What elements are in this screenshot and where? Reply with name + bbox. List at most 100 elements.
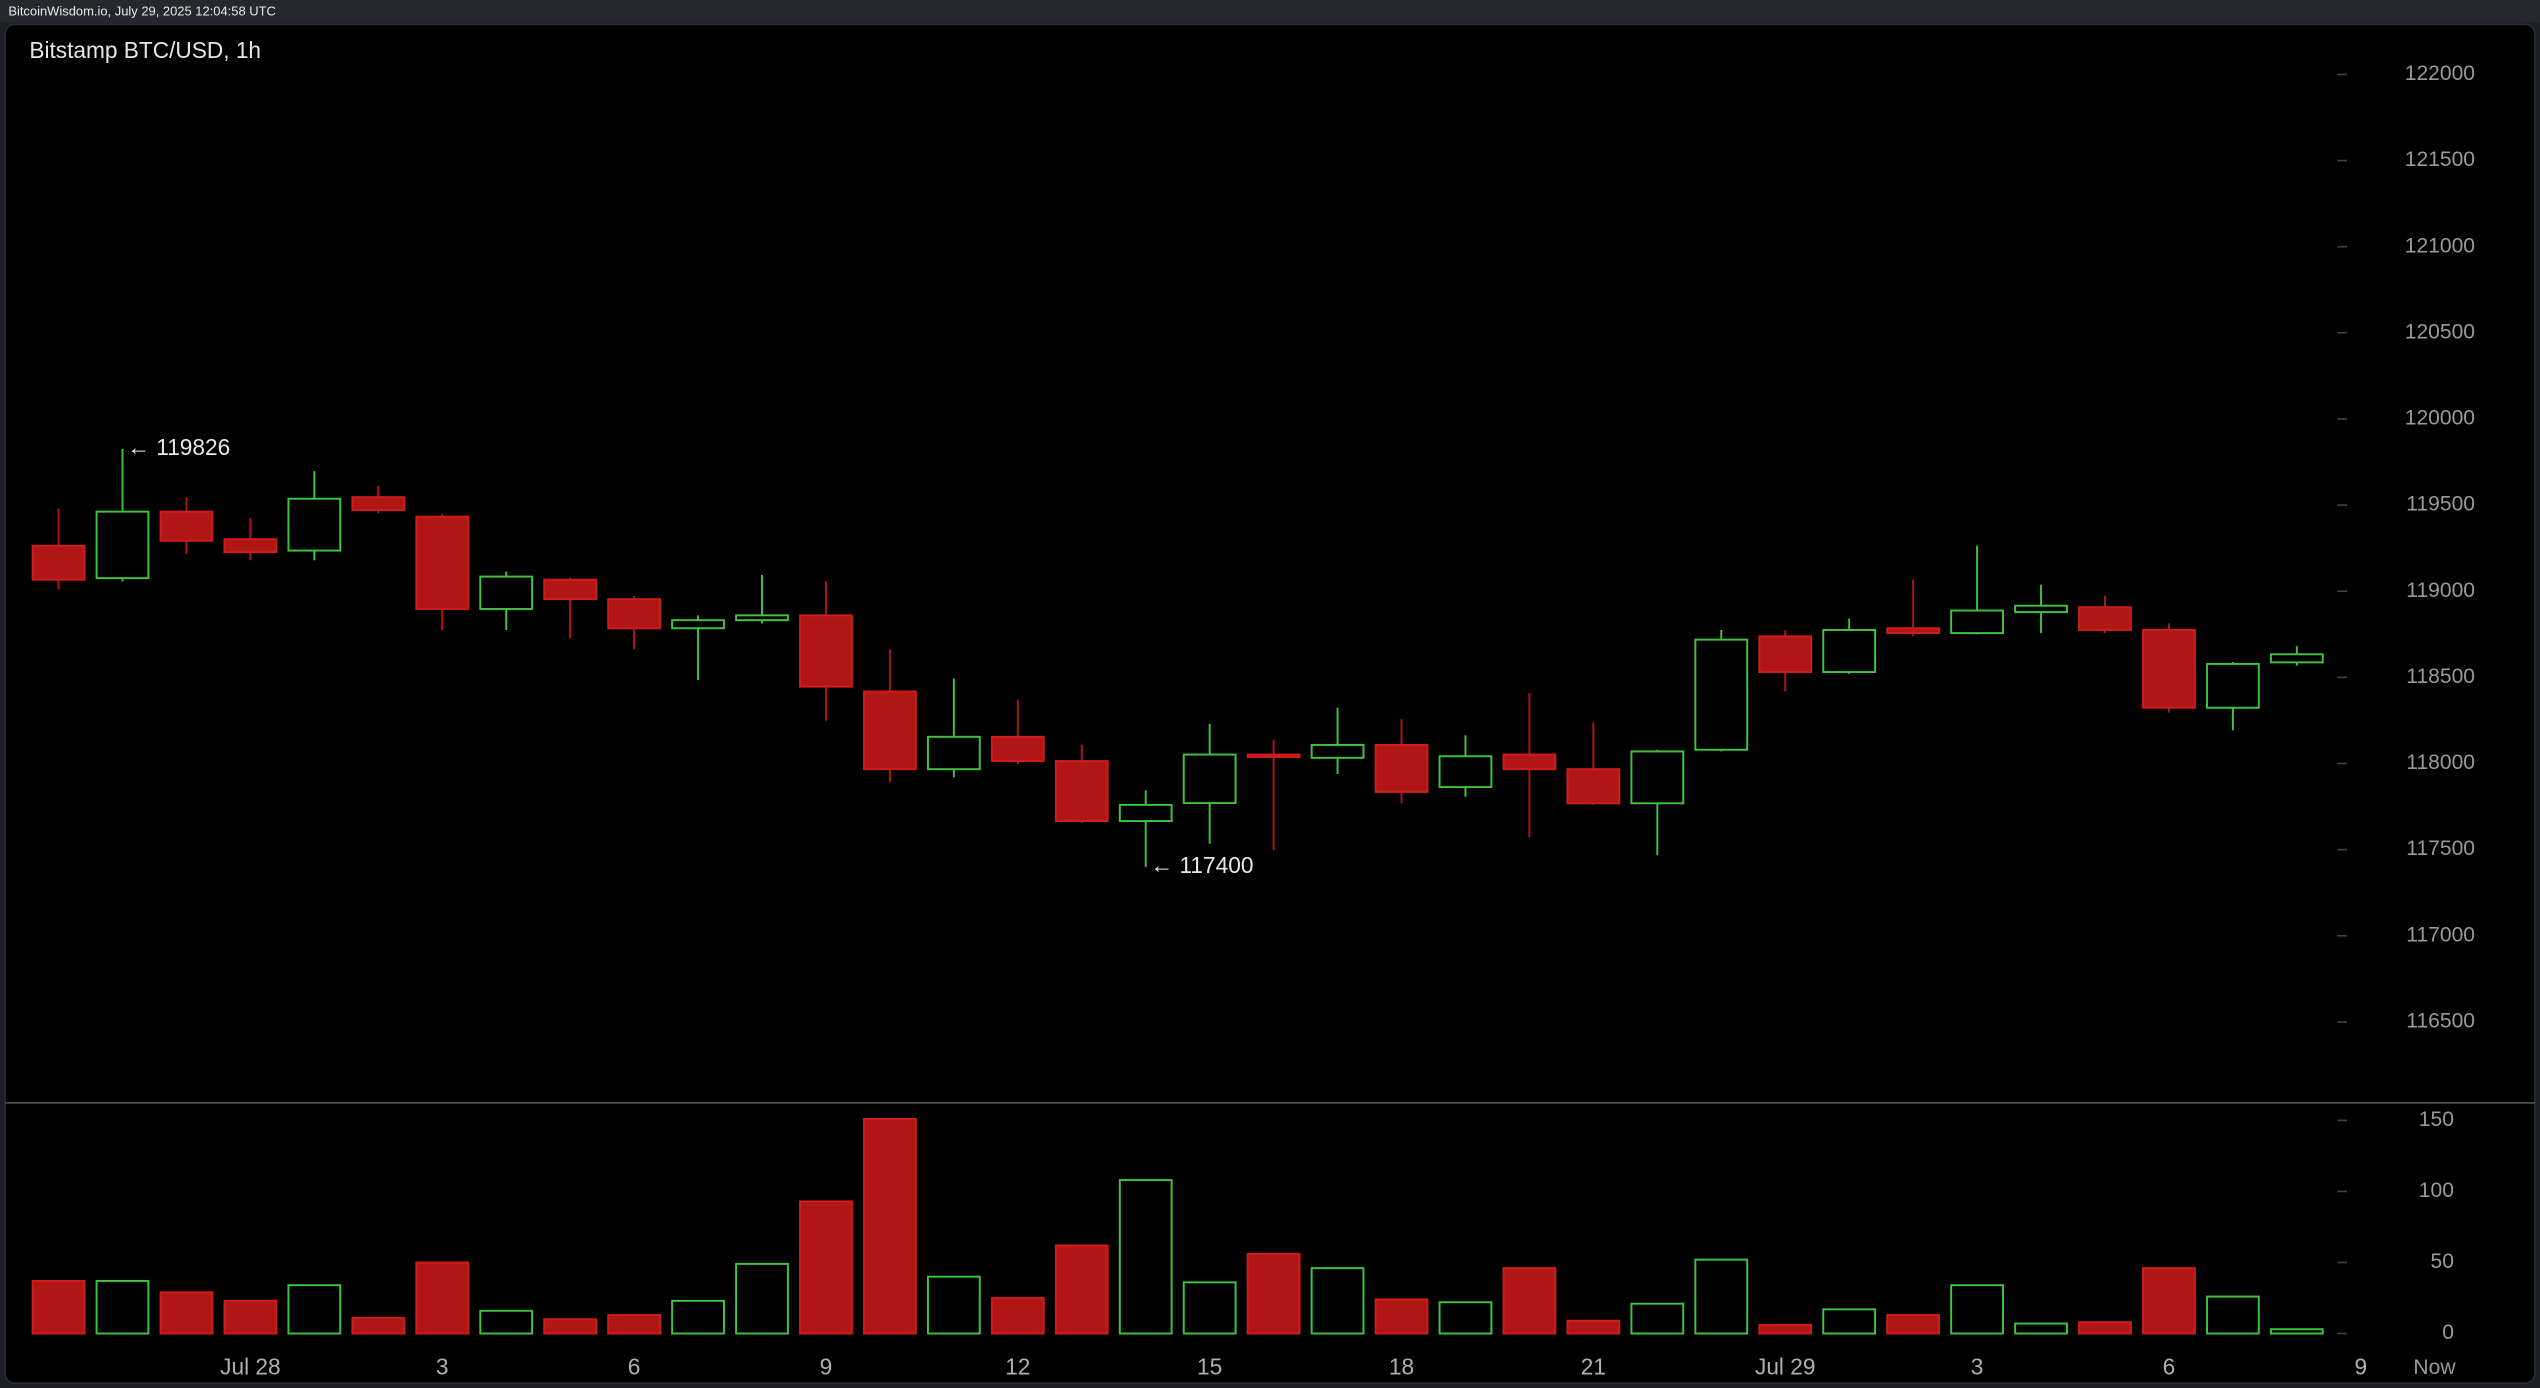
candle-body	[990, 735, 1045, 763]
volume-bar	[31, 1279, 86, 1335]
y-tick-label: 118000	[2406, 751, 2475, 774]
candle-body	[799, 614, 853, 688]
volume-bar	[1438, 1301, 1493, 1335]
candle-body	[543, 578, 598, 601]
y-tick-label: 120500	[2405, 320, 2475, 343]
volume-bar	[1246, 1252, 1301, 1335]
volume-bar	[543, 1318, 598, 1335]
volume-bar	[1630, 1302, 1685, 1335]
top-bar	[0, 0, 2540, 23]
y-tick-label: 119000	[2406, 579, 2475, 602]
candle-body	[223, 538, 278, 554]
y-tick-label: 117000	[2406, 923, 2475, 946]
annotation-low: ← 117400	[1151, 852, 1254, 878]
x-tick-label: 9	[820, 1354, 833, 1380]
candle-body	[607, 598, 661, 630]
annotation-high: ← 119826	[127, 434, 230, 460]
candle-body	[1630, 750, 1685, 805]
y-tick-label: 118500	[2406, 665, 2475, 688]
candle-body	[1566, 768, 1621, 805]
volume-bar	[95, 1279, 150, 1335]
candle-body	[2206, 662, 2260, 709]
candle-body	[351, 496, 406, 512]
volume-bar	[1374, 1298, 1429, 1335]
x-tick-label: 9	[2354, 1354, 2367, 1380]
x-tick-label: Jul 28	[220, 1354, 280, 1380]
candle-body	[1502, 753, 1557, 771]
volume-bar	[1886, 1314, 1941, 1335]
candle-body	[1374, 743, 1429, 793]
volume-bar	[1054, 1244, 1109, 1335]
volume-bar	[223, 1299, 278, 1335]
header: BitcoinWisdom.io, July 29, 2025 12:04:58…	[8, 4, 276, 19]
volume-y-tick-label: 0	[2442, 1321, 2454, 1344]
y-tick-label: 121000	[2405, 234, 2475, 257]
volume-bar	[159, 1291, 214, 1335]
candle-body	[1054, 760, 1109, 823]
volume-bar	[1502, 1267, 1557, 1335]
volume-bar	[2142, 1267, 2196, 1335]
volume-bar	[863, 1118, 917, 1335]
candle-body	[287, 497, 342, 552]
candle-body	[31, 544, 86, 581]
candle-body	[1758, 635, 1813, 674]
candle-body	[415, 515, 470, 610]
volume-bar	[1118, 1179, 1173, 1335]
volume-bar	[287, 1284, 342, 1335]
x-tick-label: 18	[1389, 1354, 1414, 1380]
volume-bar	[799, 1200, 853, 1335]
volume-bar	[990, 1297, 1045, 1335]
candle-body	[95, 510, 150, 580]
volume-bar	[926, 1275, 981, 1335]
candle-body	[2142, 629, 2196, 709]
candle-body	[2269, 653, 2324, 664]
candle-body	[671, 619, 725, 630]
volume-bar	[671, 1299, 725, 1335]
x-tick-label: 21	[1581, 1354, 1606, 1380]
volume-y-tick-label: 50	[2431, 1250, 2454, 1273]
candle-body	[1310, 743, 1365, 759]
volume-bar	[2014, 1322, 2068, 1335]
x-tick-label: 3	[1971, 1354, 1984, 1380]
volume-bar	[735, 1262, 789, 1335]
candle-body	[1182, 753, 1237, 805]
y-tick-label: 121500	[2405, 148, 2475, 171]
candle-body	[1118, 803, 1173, 823]
volume-bar	[415, 1261, 470, 1335]
volume-y-tick-label: 100	[2419, 1179, 2454, 1202]
volume-bar	[1822, 1308, 1877, 1335]
y-tick-label: 117500	[2406, 837, 2475, 860]
volume-bar	[2206, 1295, 2260, 1335]
candle-body	[1694, 638, 1749, 751]
x-end-label: Now	[2413, 1356, 2456, 1379]
x-tick-label: 15	[1197, 1354, 1222, 1380]
candle-body	[479, 575, 534, 610]
candle-body	[1822, 629, 1877, 674]
candle-body	[1950, 609, 2004, 635]
volume-bar	[1694, 1258, 1749, 1335]
candle-body	[2078, 606, 2132, 631]
volume-bar	[1566, 1319, 1621, 1335]
volume-bar	[2269, 1328, 2324, 1335]
candle-body	[863, 690, 917, 771]
volume-bar	[607, 1314, 661, 1335]
volume-bar	[1758, 1324, 1813, 1335]
candle-body	[1438, 755, 1493, 789]
chart-title: Bitstamp BTC/USD, 1h	[29, 37, 261, 63]
candle-body	[926, 735, 981, 771]
volume-y-tick-label: 150	[2419, 1108, 2454, 1131]
x-tick-label: 3	[436, 1354, 449, 1380]
candle-body	[1886, 627, 1941, 635]
candle-body	[159, 510, 214, 542]
y-tick-label: 122000	[2405, 62, 2475, 85]
candle-body	[735, 614, 789, 622]
candle-body	[2014, 604, 2068, 614]
y-tick-label: 120000	[2405, 407, 2475, 430]
x-tick-label: 6	[628, 1354, 641, 1380]
volume-bar	[1950, 1284, 2004, 1335]
volume-bar	[2078, 1321, 2132, 1335]
x-tick-label: 6	[2163, 1354, 2176, 1380]
x-tick-label: 12	[1005, 1354, 1030, 1380]
